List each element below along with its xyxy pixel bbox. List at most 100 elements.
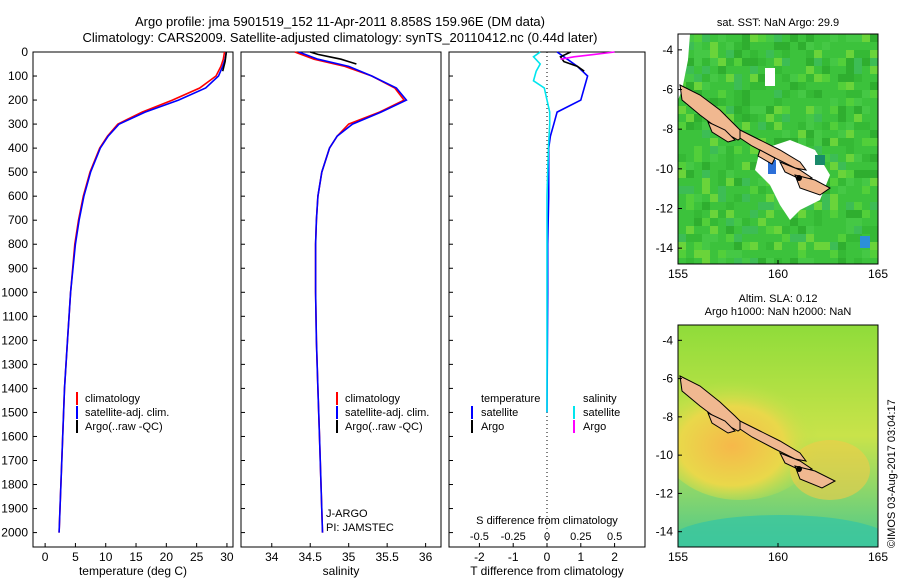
sst-cell	[718, 90, 726, 98]
sst-cell	[726, 170, 734, 178]
sst-cell	[846, 146, 854, 154]
sst-cell	[694, 58, 702, 66]
sst-cell	[710, 74, 718, 82]
temperature-xlabel: temperature (deg C)	[79, 564, 187, 578]
sst-cell	[838, 82, 846, 90]
island-choiseul	[707, 412, 736, 434]
sst-cell	[758, 202, 766, 210]
series-line	[559, 51, 585, 72]
sst-cell	[686, 258, 694, 264]
sst-cell	[830, 154, 838, 162]
sst-cell	[862, 122, 870, 130]
sst-cell	[838, 58, 846, 66]
sst-cell	[862, 178, 870, 186]
sst-cell	[782, 74, 790, 82]
sst-cell	[726, 234, 734, 242]
sst-cell	[814, 210, 822, 218]
sst-cell	[734, 106, 742, 114]
sst-cell	[726, 50, 734, 58]
sst-cell	[702, 218, 710, 226]
sst-cell	[702, 202, 710, 210]
sst-cell	[718, 170, 726, 178]
sst-cell	[758, 258, 766, 264]
sst-cell	[734, 234, 742, 242]
argo-position-marker	[796, 175, 802, 181]
sst-cell	[678, 154, 686, 162]
sst-cell	[750, 186, 758, 194]
sst-cell	[870, 234, 878, 242]
sst-cell	[686, 82, 694, 90]
sst-cell	[806, 226, 814, 234]
sst-cell	[782, 114, 790, 122]
sla-map-ticks: 155 160 165 -4 -6 -8 -10 -12 -14	[656, 333, 889, 564]
s-difference-tick-label: -0.25	[501, 531, 526, 543]
sst-cell	[854, 90, 862, 98]
sst-cell	[790, 34, 798, 42]
sst-cell	[702, 122, 710, 130]
sst-cell	[822, 122, 830, 130]
x-tick-label: -2	[474, 550, 485, 564]
sst-cell	[830, 210, 838, 218]
series-line	[546, 51, 589, 413]
sst-cell	[798, 226, 806, 234]
sst-cell	[830, 138, 838, 146]
sst-cell	[846, 90, 854, 98]
sst-cell	[846, 66, 854, 74]
sst-cell	[734, 146, 742, 154]
sst-cell	[742, 114, 750, 122]
sst-cell	[750, 74, 758, 82]
y-tick-label: 1300	[1, 357, 28, 371]
sst-cell	[726, 154, 734, 162]
sst-cell	[718, 178, 726, 186]
x-tick-label: 25	[190, 550, 204, 564]
x-tick-label: -1	[508, 550, 519, 564]
x-tick-label: 0	[544, 550, 551, 564]
sst-cell	[822, 74, 830, 82]
sst-cell	[782, 106, 790, 114]
sst-cell	[870, 90, 878, 98]
sst-cell	[766, 258, 774, 264]
sst-cell	[862, 170, 870, 178]
sst-cell	[686, 186, 694, 194]
sst-cell	[774, 242, 782, 250]
y-tick-label: 1500	[1, 405, 28, 419]
sst-cell	[742, 122, 750, 130]
sst-cell	[846, 154, 854, 162]
sst-cell	[742, 58, 750, 66]
sst-map-ticks: 155 160 165 -4 -6 -8 -10 -12 -14	[656, 43, 889, 281]
sst-cell	[814, 130, 822, 138]
sst-missing-edge	[678, 34, 690, 100]
sst-cell	[806, 90, 814, 98]
x-tick-label: 36	[419, 550, 433, 564]
sst-map-title: sat. SST: NaN Argo: 29.9	[717, 17, 839, 29]
sst-cell	[798, 258, 806, 264]
sst-cell	[686, 114, 694, 122]
sst-cell	[750, 226, 758, 234]
sst-cell	[766, 202, 774, 210]
y-tick-label: 0	[21, 45, 28, 59]
sst-cell	[694, 122, 702, 130]
sst-cell	[830, 250, 838, 258]
sst-cell	[742, 242, 750, 250]
sst-cell	[830, 34, 838, 42]
sst-map	[678, 34, 878, 264]
sst-cell	[710, 138, 718, 146]
sst-cell	[726, 146, 734, 154]
legend-label-temp-satellite: satellite	[481, 407, 518, 419]
sst-cell	[758, 218, 766, 226]
sst-cell	[742, 106, 750, 114]
sst-missing-patch	[765, 68, 775, 86]
y-tick-label: 600	[8, 189, 28, 203]
sst-cell	[718, 98, 726, 106]
sst-cell	[806, 122, 814, 130]
x-tick-label: 34.5	[299, 550, 323, 564]
sst-cell	[726, 42, 734, 50]
x-tick-label: 0	[42, 550, 49, 564]
sst-cell	[766, 210, 774, 218]
sst-cell	[726, 162, 734, 170]
sst-cell	[734, 50, 742, 58]
sst-cell	[766, 242, 774, 250]
sst-cell	[686, 194, 694, 202]
sst-cell	[782, 58, 790, 66]
x-tick-label: 34	[265, 550, 279, 564]
